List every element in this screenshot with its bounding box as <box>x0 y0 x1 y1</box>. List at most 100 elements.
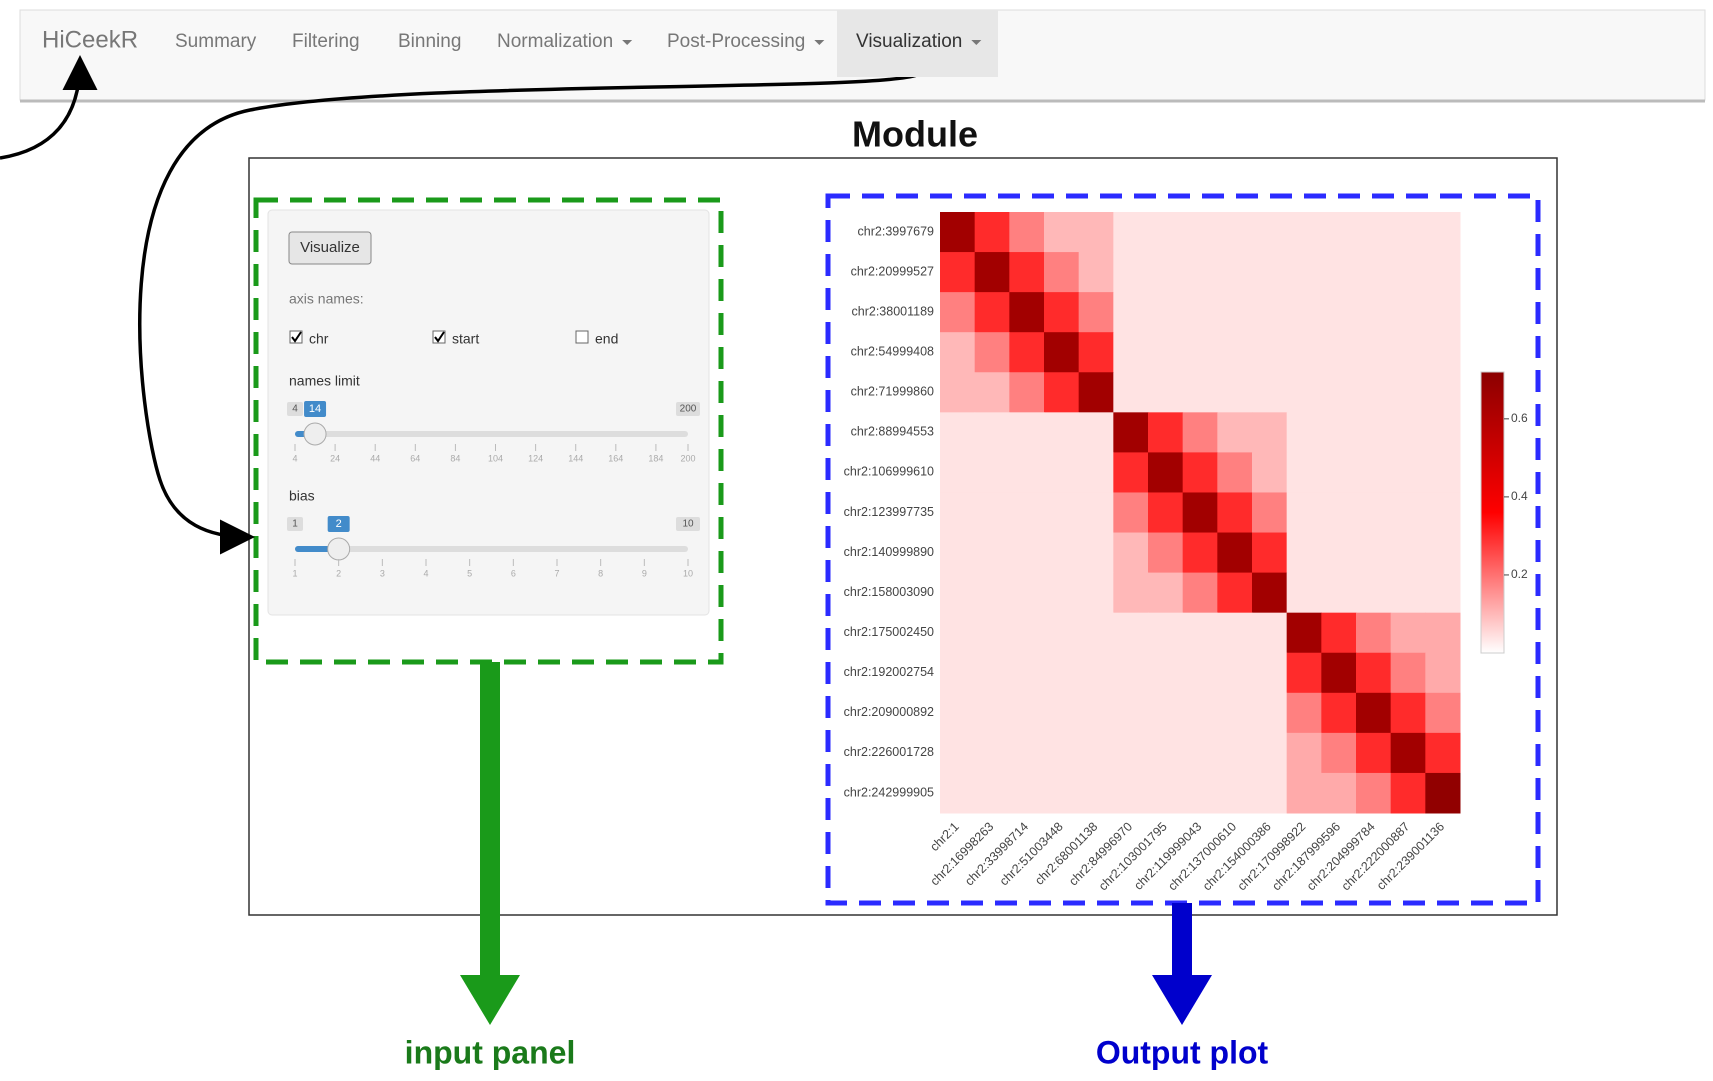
heatmap-cell <box>940 492 976 534</box>
nav-item[interactable]: Filtering <box>292 31 360 52</box>
heatmap-cell <box>1252 612 1288 654</box>
heatmap-cell <box>940 412 976 453</box>
heatmap-cell <box>1113 572 1149 614</box>
nav-item[interactable]: Visualization <box>856 31 962 52</box>
heatmap-cell <box>1390 332 1426 373</box>
heatmap-cell <box>1252 412 1288 453</box>
heatmap-cell <box>1113 332 1149 373</box>
max-badge <box>676 517 700 531</box>
value-badge <box>304 401 327 417</box>
heatmap-cell <box>1425 612 1461 654</box>
heatmap-cell <box>1356 692 1392 734</box>
heatmap-cell <box>1356 492 1392 534</box>
heatmap-cell <box>1252 532 1288 574</box>
heatmap-cell <box>1252 492 1288 534</box>
label: axis names: <box>289 291 364 307</box>
button[interactable] <box>288 231 372 265</box>
heatmap-cell <box>1009 252 1045 293</box>
checkbox[interactable] <box>575 330 589 344</box>
arrow <box>0 55 98 160</box>
heatmap-cell <box>1321 332 1357 373</box>
heatmap-cell <box>940 372 976 413</box>
slider-value: 14 <box>309 403 321 415</box>
heatmap-cell <box>1217 732 1253 774</box>
heatmap-cell <box>1113 252 1149 293</box>
heatmap-cell <box>1078 452 1114 493</box>
checkbox-label: end <box>595 331 618 347</box>
value-badge <box>327 516 350 532</box>
heatmap-cell <box>1390 492 1426 534</box>
heatmap-cell <box>1148 652 1184 694</box>
heatmap-cell <box>1425 412 1461 453</box>
slider-handle[interactable] <box>327 537 351 561</box>
heatmap-cell <box>1182 332 1218 373</box>
heatmap-cell <box>974 292 1010 333</box>
heatmap-cell <box>974 532 1010 574</box>
heatmap-cell <box>1044 412 1080 453</box>
heatmap-cell <box>1390 412 1426 453</box>
heatmap-cell <box>1148 492 1184 534</box>
heatmap-cell <box>974 252 1010 293</box>
y-tick-label: chr2:123997735 <box>844 505 934 519</box>
nav-item[interactable]: Normalization <box>497 31 613 52</box>
checkmark <box>434 331 445 343</box>
heatmap-cell <box>1009 452 1045 493</box>
heatmap-cell <box>1113 772 1149 814</box>
heatmap-cell <box>1321 452 1357 493</box>
heatmap-cell <box>940 292 976 333</box>
heatmap-cell <box>1044 452 1080 493</box>
heatmap-cell <box>1425 332 1461 373</box>
heatmap-cell <box>1321 652 1357 694</box>
checkbox-label: start <box>452 331 479 347</box>
heatmap-cell <box>1252 252 1288 293</box>
heatmap-cell <box>1321 412 1357 453</box>
slider-min: 1 <box>292 519 298 530</box>
heatmap-cell <box>1009 212 1045 253</box>
nav-item[interactable]: Post-Processing <box>667 31 805 52</box>
heatmap-cell <box>1390 732 1426 774</box>
heatmap-cell <box>1078 692 1114 734</box>
heatmap-cell <box>1009 732 1045 774</box>
colorbar-tick-label: 0.6 <box>1511 411 1528 425</box>
heatmap-cell <box>1009 692 1045 734</box>
heatmap-cell <box>1321 612 1357 654</box>
button-label[interactable]: Visualize <box>300 239 360 256</box>
heatmap-cell <box>1148 612 1184 654</box>
nav-item[interactable]: Binning <box>398 31 461 52</box>
heatmap-cell <box>1356 292 1392 333</box>
nav-item[interactable]: Summary <box>175 31 257 52</box>
arrow-head <box>460 975 520 1025</box>
heatmap-cell <box>1356 772 1392 814</box>
heatmap-cell <box>1390 532 1426 574</box>
heatmap-cell <box>1425 492 1461 534</box>
heatmap-cell <box>1425 372 1461 413</box>
y-tick-label: chr2:192002754 <box>844 665 934 679</box>
slider-tick-label: 3 <box>380 568 385 578</box>
y-tick-label: chr2:226001728 <box>844 745 934 759</box>
heatmap-cell <box>1044 492 1080 534</box>
brand[interactable]: HiCeekR <box>42 26 138 53</box>
heatmap-cell <box>1390 692 1426 734</box>
slider-handle[interactable] <box>303 422 327 446</box>
slider-tick-label: 10 <box>683 568 693 578</box>
heatmap-cell <box>1113 732 1149 774</box>
heatmap-cell <box>1356 212 1392 253</box>
heatmap-cell <box>1217 372 1253 413</box>
heatmap-cell <box>974 692 1010 734</box>
y-tick-label: chr2:20999527 <box>851 264 934 278</box>
heatmap-cell <box>1356 412 1392 453</box>
slider-value: 2 <box>336 518 342 530</box>
slider-max: 200 <box>680 404 697 415</box>
heatmap-cell <box>1217 652 1253 694</box>
heatmap-cell <box>1321 532 1357 574</box>
heatmap-cell <box>1078 492 1114 534</box>
heatmap-cell <box>1321 212 1357 253</box>
heatmap-cell <box>974 732 1010 774</box>
heatmap-cell <box>1078 732 1114 774</box>
heatmap-cell <box>1148 532 1184 574</box>
min-badge <box>287 402 303 416</box>
slider-tick-label: 6 <box>511 568 516 578</box>
y-tick-label: chr2:209000892 <box>844 705 934 719</box>
heatmap-cell <box>1078 652 1114 694</box>
slider-tick-label: 2 <box>336 568 341 578</box>
